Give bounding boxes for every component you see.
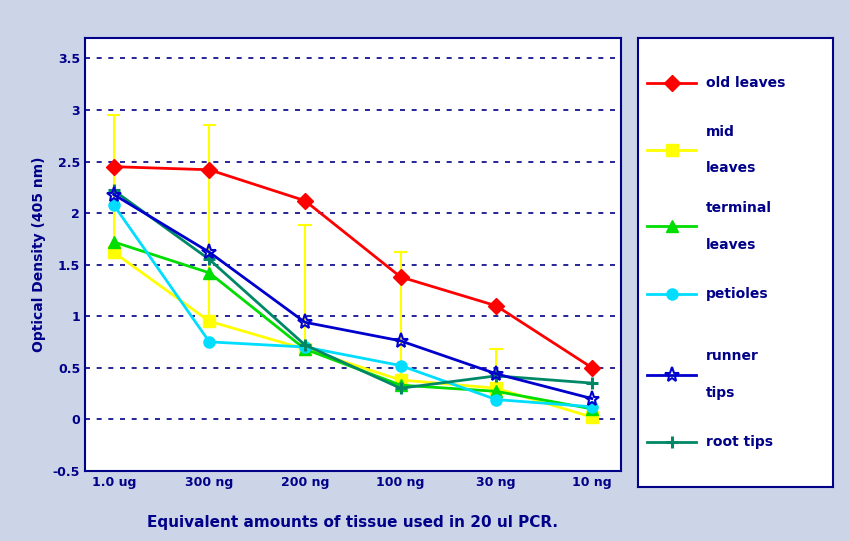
Text: Equivalent amounts of tissue used in 20 ul PCR.: Equivalent amounts of tissue used in 20 … <box>147 515 558 530</box>
Text: terminal: terminal <box>706 201 772 215</box>
Text: leaves: leaves <box>706 237 756 252</box>
Y-axis label: Optical Density (405 nm): Optical Density (405 nm) <box>31 156 46 352</box>
Text: mid: mid <box>706 125 734 139</box>
Text: tips: tips <box>706 386 735 400</box>
Text: old leaves: old leaves <box>706 76 785 90</box>
Text: leaves: leaves <box>706 161 756 175</box>
Text: root tips: root tips <box>706 435 773 449</box>
Text: runner: runner <box>706 349 759 364</box>
Text: petioles: petioles <box>706 287 768 301</box>
